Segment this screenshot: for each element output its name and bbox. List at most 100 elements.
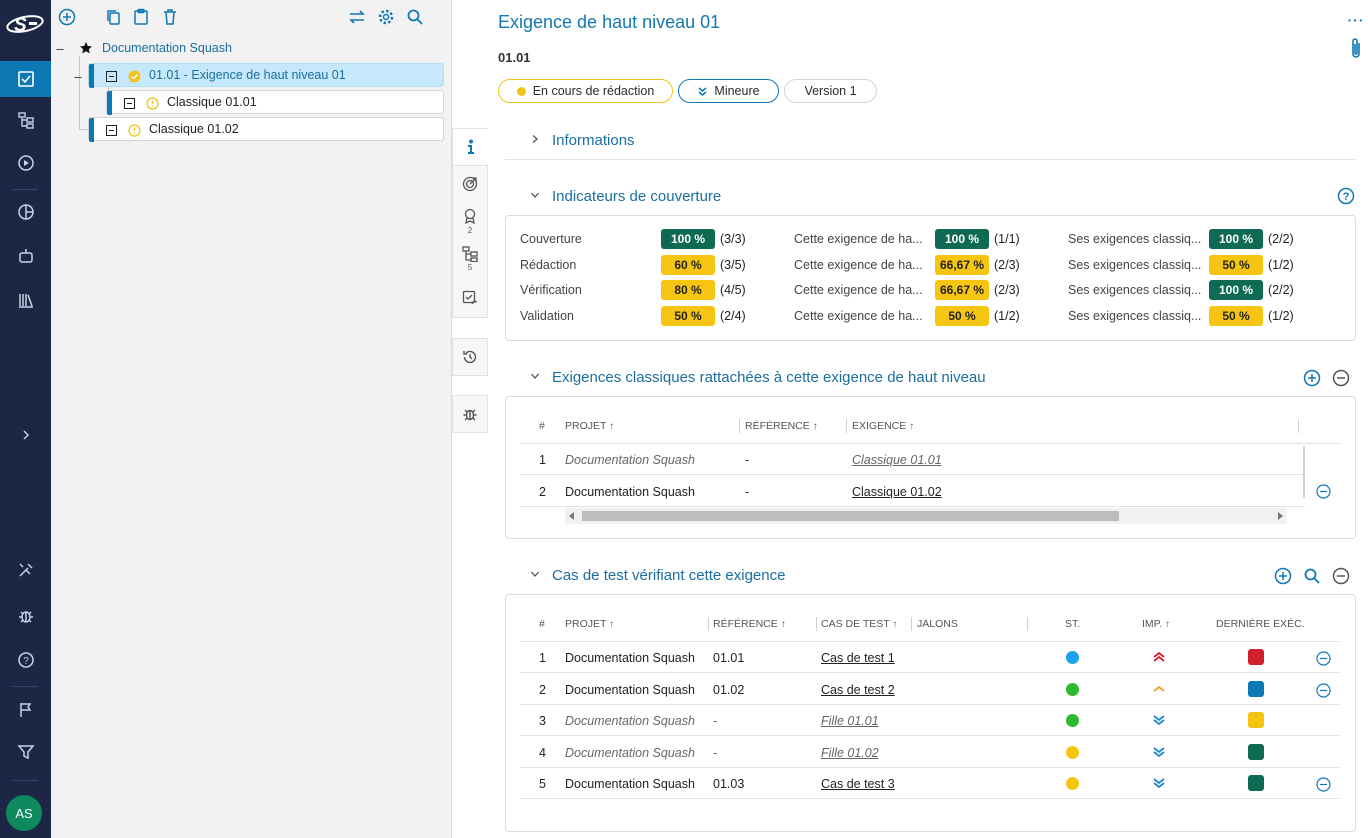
user-avatar[interactable]: AS xyxy=(6,795,42,831)
row-testcase-link[interactable]: Cas de test 3 xyxy=(821,777,895,791)
horizontal-scrollbar[interactable] xyxy=(565,508,1287,524)
column-separator[interactable] xyxy=(739,419,740,433)
col-header-status[interactable]: ST. xyxy=(1065,618,1081,630)
horizontal-scrollbar-thumb[interactable] xyxy=(582,511,1119,521)
coverage-badge: 100 % xyxy=(661,229,715,249)
remove-link-icon[interactable] xyxy=(1331,368,1351,388)
tree-node-high-level-requirement[interactable]: 01.01 - Exigence de haut niveau 01 xyxy=(88,63,444,88)
col-header-importance[interactable]: IMP. ↑ xyxy=(1142,618,1170,630)
transfer-arrows-icon[interactable] xyxy=(346,6,368,28)
last-execution-status-square xyxy=(1248,681,1264,697)
test-cases-workspace-icon[interactable] xyxy=(0,102,51,138)
coverage-help-icon[interactable]: ? xyxy=(1336,186,1356,206)
tab-issues-bug-icon[interactable] xyxy=(452,395,488,433)
row-testcase-link[interactable]: Cas de test 1 xyxy=(821,651,895,665)
collapse-node-toggle[interactable]: – xyxy=(74,68,82,84)
attachment-paperclip-icon[interactable] xyxy=(1346,36,1366,62)
status-label: En cours de rédaction xyxy=(532,84,655,98)
indicator-label: Ses exigences classiq... xyxy=(1068,258,1202,272)
unlink-row-icon[interactable] xyxy=(1314,482,1332,500)
settings-gear-icon[interactable] xyxy=(375,6,397,28)
add-icon[interactable] xyxy=(56,6,78,28)
section-test-cases-header[interactable]: Cas de test vérifiant cette exigence xyxy=(530,567,785,584)
scroll-right-arrow-icon[interactable] xyxy=(1278,512,1283,520)
importance-medium-icon xyxy=(1152,682,1166,696)
row-testcase-link[interactable]: Cas de test 2 xyxy=(821,683,895,697)
column-separator[interactable] xyxy=(1027,617,1028,631)
row-project: Documentation Squash xyxy=(565,777,695,791)
campaigns-workspace-icon[interactable] xyxy=(0,145,51,181)
scroll-left-arrow-icon[interactable] xyxy=(569,512,574,520)
section-informations-header[interactable]: Informations xyxy=(530,132,635,149)
row-divider xyxy=(520,474,1305,475)
paste-icon[interactable] xyxy=(130,6,152,28)
tab-coverage-target-icon[interactable] xyxy=(452,174,488,194)
criticality-pill[interactable]: Mineure xyxy=(678,79,779,103)
automation-workspace-icon[interactable] xyxy=(0,238,51,274)
help-icon[interactable]: ? xyxy=(0,642,51,678)
section-coverage-header[interactable]: Indicateurs de couverture xyxy=(530,188,721,205)
coverage-badge: 50 % xyxy=(1209,306,1263,326)
expand-navbar-chevron-icon[interactable] xyxy=(0,417,51,453)
unlink-row-icon[interactable] xyxy=(1314,775,1332,793)
col-header-reference[interactable]: RÉFÉRENCE ↑ xyxy=(713,618,786,630)
more-options-icon[interactable]: ··· xyxy=(1347,12,1365,28)
add-test-case-icon[interactable] xyxy=(1273,566,1293,586)
status-pill[interactable]: En cours de rédaction xyxy=(498,79,673,103)
col-header-requirement[interactable]: EXIGENCE ↑ xyxy=(852,420,914,432)
row-requirement-link[interactable]: Classique 01.02 xyxy=(852,485,942,499)
coverage-badge: 100 % xyxy=(1209,280,1263,300)
warning-circle-icon xyxy=(127,123,141,137)
section-linked-requirements-header[interactable]: Exigences classiques rattachées à cette … xyxy=(530,369,986,386)
collapse-square-icon[interactable] xyxy=(105,70,117,82)
col-header-project[interactable]: PROJET ↑ xyxy=(565,420,614,432)
row-num: 4 xyxy=(539,746,546,760)
search-test-case-icon[interactable] xyxy=(1302,566,1322,586)
reports-workspace-icon[interactable] xyxy=(0,194,51,230)
milestones-flag-icon[interactable] xyxy=(0,692,51,728)
collapse-root-toggle[interactable]: – xyxy=(56,40,64,56)
tab-milestones-badge-icon[interactable] xyxy=(452,206,488,226)
add-link-icon[interactable] xyxy=(1302,368,1322,388)
row-project: Documentation Squash xyxy=(565,746,695,760)
tab-tree-structure-icon[interactable] xyxy=(452,244,488,264)
column-separator[interactable] xyxy=(911,617,912,631)
copy-icon[interactable] xyxy=(102,6,124,28)
row-testcase-link[interactable]: Fille 01.01 xyxy=(821,714,879,728)
col-header-reference[interactable]: RÉFÉRENCE ↑ xyxy=(745,420,818,432)
tab-verification-icon[interactable] xyxy=(452,288,488,308)
collapse-square-icon[interactable] xyxy=(105,124,117,136)
search-icon[interactable] xyxy=(404,6,426,28)
coverage-badge: 80 % xyxy=(661,280,715,300)
remove-test-case-icon[interactable] xyxy=(1331,566,1351,586)
tab-information[interactable] xyxy=(452,128,488,166)
tab-history-icon[interactable] xyxy=(452,338,488,376)
unlink-row-icon[interactable] xyxy=(1314,649,1332,667)
tree-node-classic-0102[interactable]: Classique 01.02 xyxy=(88,117,444,142)
col-header-milestones[interactable]: JALONS xyxy=(917,618,958,630)
unlink-row-icon[interactable] xyxy=(1314,681,1332,699)
vertical-scrollbar-thumb[interactable] xyxy=(1303,446,1305,498)
tree-root-project[interactable]: Documentation Squash xyxy=(102,36,302,60)
requirements-workspace-icon[interactable] xyxy=(0,61,51,97)
column-separator[interactable] xyxy=(846,419,847,433)
column-separator[interactable] xyxy=(708,617,709,631)
delete-icon[interactable] xyxy=(159,6,181,28)
row-testcase-link[interactable]: Fille 01.02 xyxy=(821,746,879,760)
administration-tools-icon[interactable] xyxy=(0,552,51,588)
tree-node-classic-0101[interactable]: Classique 01.01 xyxy=(106,90,444,115)
bugtracker-icon[interactable] xyxy=(0,598,51,634)
collapse-square-icon[interactable] xyxy=(123,97,135,109)
row-requirement-link[interactable]: Classique 01.01 xyxy=(852,453,942,467)
library-workspace-icon[interactable] xyxy=(0,282,51,318)
column-separator[interactable] xyxy=(816,617,817,631)
squash-logo-icon[interactable]: S xyxy=(5,8,45,40)
filter-icon[interactable] xyxy=(0,734,51,770)
col-header-project[interactable]: PROJET ↑ xyxy=(565,618,614,630)
col-header-testcase[interactable]: CAS DE TEST ↑ xyxy=(821,618,897,630)
version-pill[interactable]: Version 1 xyxy=(784,79,877,103)
coverage-badge: 66,67 % xyxy=(935,255,989,275)
col-header-num: # xyxy=(539,420,545,432)
column-separator[interactable] xyxy=(1298,419,1299,433)
col-header-last-exec[interactable]: DERNIÈRE EXÉC. xyxy=(1216,618,1305,630)
